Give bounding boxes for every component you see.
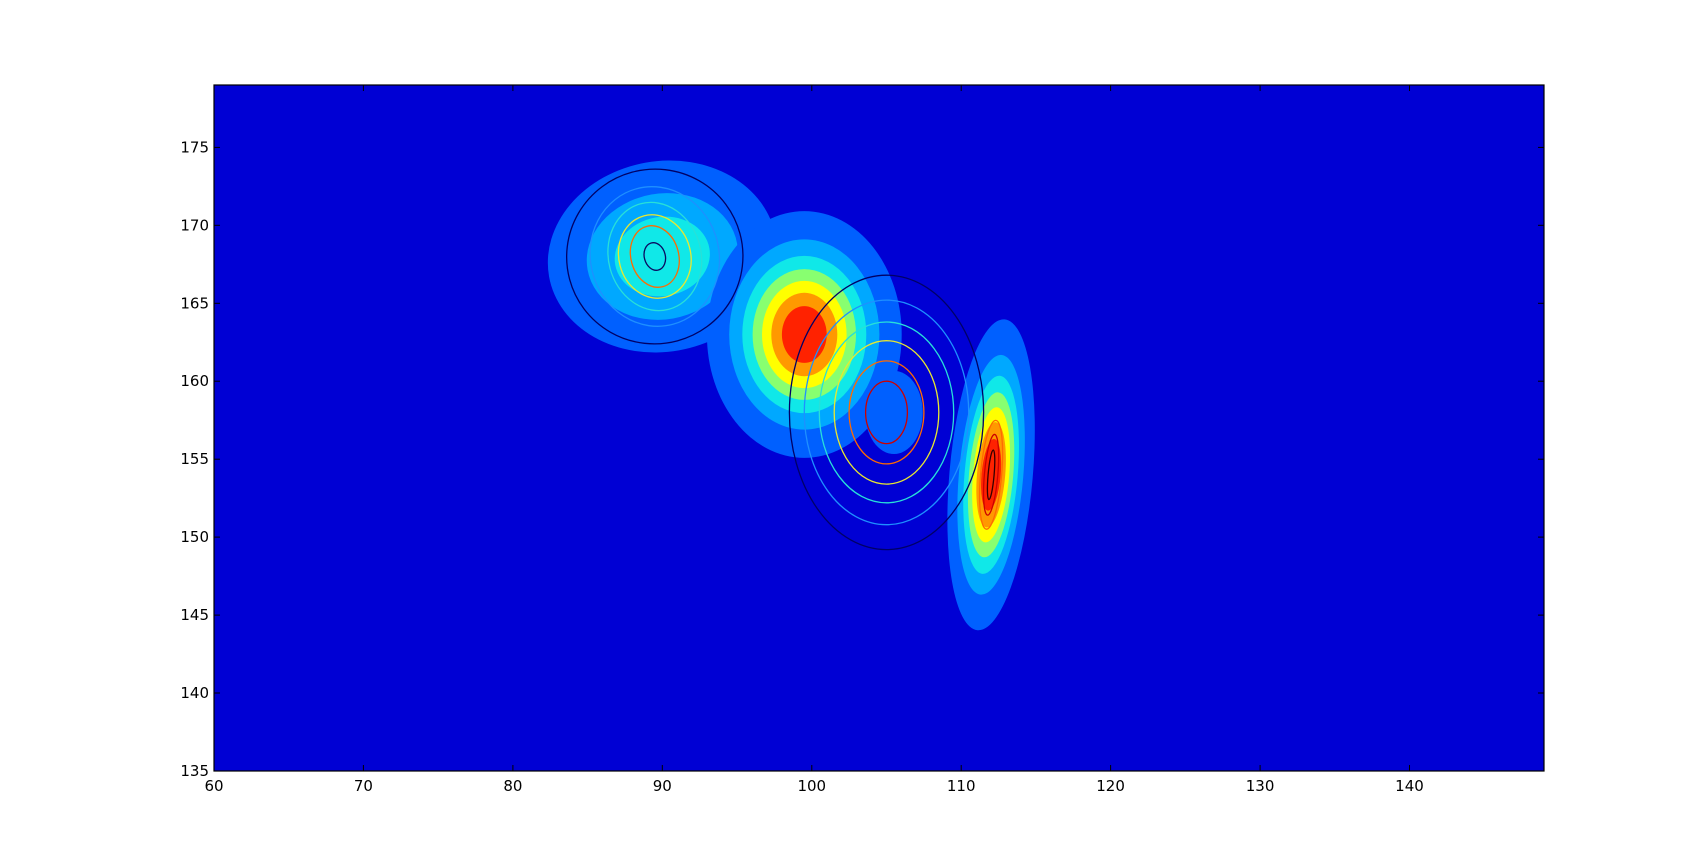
y-tick-label: 160 xyxy=(180,372,209,390)
x-tick-label: 90 xyxy=(653,777,672,795)
contour-line-2 xyxy=(982,433,1000,516)
x-tick-label: 70 xyxy=(354,777,373,795)
contour-line-1 xyxy=(643,242,667,271)
x-tick-label: 100 xyxy=(797,777,826,795)
x-tick-label: 140 xyxy=(1395,777,1424,795)
axes-frame xyxy=(213,84,1545,772)
filled-contour-layer xyxy=(547,160,1035,631)
filled-peak-3 xyxy=(865,370,923,454)
contour-line-5 xyxy=(589,186,721,327)
contour-line-4 xyxy=(607,201,703,312)
x-tick-label: 120 xyxy=(1096,777,1125,795)
contour-line-2 xyxy=(629,225,680,288)
contour-line-2 xyxy=(848,360,925,465)
contour-line-3 xyxy=(978,419,1004,530)
line-contour-group-1 xyxy=(566,168,744,345)
line-contour-layer xyxy=(566,168,1004,551)
y-tick-label: 145 xyxy=(180,606,209,624)
x-tick-label: 130 xyxy=(1246,777,1275,795)
y-tick-label: 175 xyxy=(180,138,209,156)
contour-line-1 xyxy=(864,380,909,445)
contour-line-3 xyxy=(833,340,940,485)
y-tick-label: 165 xyxy=(180,294,209,312)
x-tick-label: 80 xyxy=(503,777,522,795)
filled-level-7 xyxy=(781,306,827,363)
tick-layer: 60 70 80 90 100 110 120 130 140 135 140 145 150 155 16… xyxy=(180,85,1544,795)
filled-peak-2 xyxy=(706,211,902,458)
y-tick-label: 150 xyxy=(180,528,209,546)
y-tick-label: 140 xyxy=(180,684,209,702)
contour-line-5 xyxy=(803,299,970,526)
x-tick-label: 60 xyxy=(204,777,223,795)
line-contour-group-3 xyxy=(978,419,1004,530)
x-tick-label: 110 xyxy=(947,777,976,795)
filled-level-1 xyxy=(865,370,923,454)
contour-line-3 xyxy=(617,214,692,299)
contour-line-6 xyxy=(788,274,985,551)
contour-line-6 xyxy=(566,168,744,345)
contour-line-1 xyxy=(986,449,996,501)
y-tick-label: 155 xyxy=(180,450,209,468)
y-tick-label: 135 xyxy=(180,762,209,780)
line-contour-group-2 xyxy=(788,274,985,551)
contour-line-4 xyxy=(818,321,955,504)
y-tick-label: 170 xyxy=(180,216,209,234)
